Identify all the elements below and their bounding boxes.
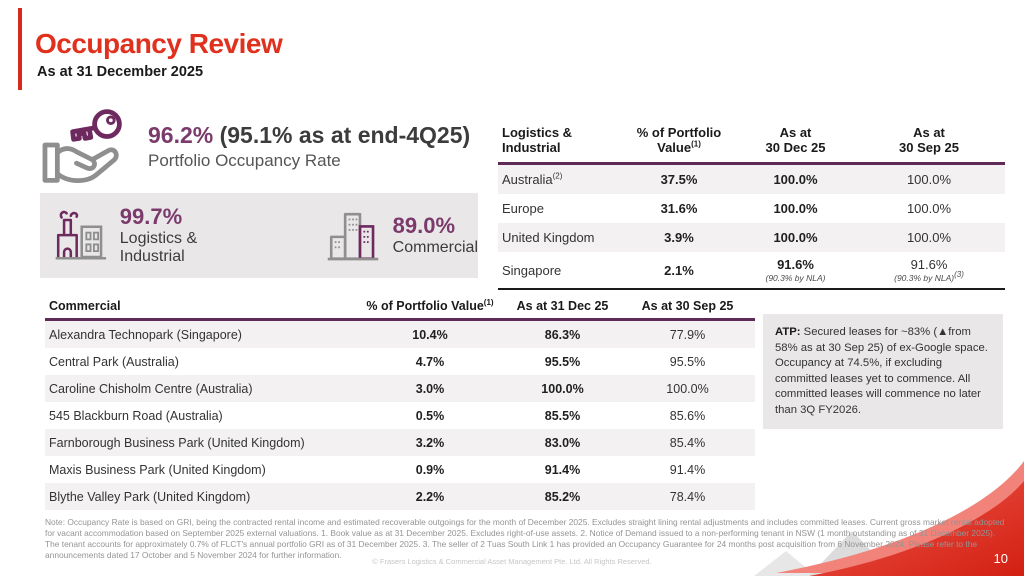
dec-value: 85.2%: [544, 489, 581, 504]
li-header-sep: As at 30 Sep 25: [899, 125, 959, 156]
sep-value: 91.6% (90.3% by NLA)(3): [853, 255, 1005, 285]
region-name: Singapore: [502, 262, 562, 278]
buildings-icon: [327, 212, 378, 260]
dec-value: 95.5%: [544, 354, 581, 369]
dec-value: 100.0%: [773, 230, 818, 245]
property-name: Maxis Business Park (United Kingdom): [49, 462, 266, 477]
sep-value: 95.5%: [669, 354, 706, 369]
logistics-industrial-label: Logistics & Industrial: [119, 230, 198, 266]
commercial-table-row: Blythe Valley Park (United Kingdom) 2.2%…: [45, 483, 755, 510]
pct-value: 3.0%: [415, 381, 445, 396]
atp-label: ATP:: [775, 326, 801, 338]
sep-value: 78.4%: [669, 489, 706, 504]
sep-value: 85.4%: [669, 435, 706, 450]
commercial-table-row: Central Park (Australia) 4.7% 95.5% 95.5…: [45, 348, 755, 375]
property-name: Alexandra Technopark (Singapore): [49, 327, 242, 342]
page-subtitle: As at 31 December 2025: [37, 64, 204, 80]
portfolio-occupancy-label: Portfolio Occupancy Rate: [148, 150, 341, 170]
key-in-hand-icon: [42, 109, 122, 183]
li-table-row: United Kingdom 3.9% 100.0% 100.0%: [498, 223, 1005, 252]
dec-value: 83.0%: [544, 435, 581, 450]
copyright: © Frasers Logistics & Commercial Asset M…: [372, 557, 652, 566]
pct-value: 2.2%: [415, 489, 445, 504]
footnote: Note: Occupancy Rate is based on GRI, be…: [45, 517, 1005, 561]
pct-value: 0.9%: [415, 462, 445, 477]
dec-value: 91.6% (90.3% by NLA): [738, 255, 853, 285]
atp-text: Secured leases for ~83% (▲from 58% as at…: [775, 326, 988, 416]
dec-value: 91.4%: [544, 462, 581, 477]
commercial-value: 89.0%: [392, 212, 456, 238]
dec-value: 85.5%: [544, 408, 581, 423]
sep-value: 77.9%: [669, 327, 706, 342]
sep-value: 91.4%: [669, 462, 706, 477]
property-name: Caroline Chisholm Centre (Australia): [49, 381, 253, 396]
comm-header-name: Commercial: [49, 298, 121, 313]
commercial-label: Commercial: [392, 239, 478, 257]
li-table-row: Australia(2) 37.5% 100.0% 100.0%: [498, 165, 1005, 194]
pct-value: 10.4%: [412, 327, 448, 342]
commercial-stat: 89.0% Commercial: [325, 209, 478, 263]
commercial-table-row: Alexandra Technopark (Singapore) 10.4% 8…: [45, 321, 755, 348]
property-name: Blythe Valley Park (United Kingdom): [49, 489, 251, 504]
portfolio-occupancy-prior: (95.1% as at end-4Q25): [213, 121, 471, 148]
region-name: Europe: [502, 201, 544, 216]
commercial-table-header-row: Commercial % of Portfolio Value(1) As at…: [45, 289, 755, 321]
sep-value: 100.0%: [666, 381, 709, 396]
li-header-region: Logistics & Industrial: [502, 125, 573, 156]
portfolio-occupancy-value: 96.2%: [148, 121, 214, 148]
dec-value: 100.0%: [773, 201, 818, 216]
property-name: Central Park (Australia): [49, 354, 179, 369]
corner-swoosh-graphic: [754, 461, 1024, 576]
pct-value: 0.5%: [415, 408, 445, 423]
atp-note-box: ATP: Secured leases for ~83% (▲from 58% …: [763, 314, 1003, 430]
dec-value: 86.3%: [544, 327, 581, 342]
commercial-table-row: 545 Blackburn Road (Australia) 0.5% 85.5…: [45, 402, 755, 429]
region-name: Australia(2): [502, 171, 563, 187]
pct-value: 31.6%: [660, 201, 698, 216]
dec-nla-note: (90.3% by NLA): [765, 273, 826, 283]
property-name: Farnborough Business Park (United Kingdo…: [49, 435, 305, 450]
page-number: 10: [993, 551, 1008, 566]
li-table-row: Europe 31.6% 100.0% 100.0%: [498, 194, 1005, 223]
pct-value: 4.7%: [415, 354, 445, 369]
sep-value: 100.0%: [906, 172, 952, 187]
logistics-industrial-table: Logistics & Industrial % of Portfolio Valu…: [498, 118, 1005, 290]
pct-value: 37.5%: [660, 172, 698, 187]
segment-occupancy-band: 99.7% Logistics & Industrial: [40, 193, 478, 278]
li-table-row: Singapore 2.1% 91.6% (90.3% by NLA) 91.6%…: [498, 252, 1005, 288]
pct-value: 3.9%: [664, 230, 694, 245]
commercial-table-row: Caroline Chisholm Centre (Australia) 3.0…: [45, 375, 755, 402]
sep-value: 100.0%: [906, 201, 952, 216]
commercial-table-row: Maxis Business Park (United Kingdom) 0.9…: [45, 456, 755, 483]
comm-header-dec: As at 31 Dec 25: [516, 298, 609, 313]
sep-value: 85.6%: [669, 408, 706, 423]
factory-icon: [55, 210, 107, 260]
logistics-industrial-stat: 99.7% Logistics & Industrial: [54, 203, 261, 266]
dec-value: 100.0%: [773, 172, 818, 187]
title-accent-bar: [18, 8, 22, 90]
page-title: Occupancy Review: [35, 28, 283, 59]
sep-nla-note: (90.3% by NLA)(3): [894, 270, 964, 283]
portfolio-occupancy-value-line: 96.2% (95.1% as at end-4Q25): [148, 122, 470, 149]
region-name: United Kingdom: [502, 230, 595, 245]
comm-header-sep: As at 30 Sep 25: [641, 298, 734, 313]
li-header-pct: % of Portfolio Value(1): [636, 125, 722, 156]
pct-value: 3.2%: [415, 435, 445, 450]
commercial-table-row: Farnborough Business Park (United Kingdo…: [45, 429, 755, 456]
commercial-table: Commercial % of Portfolio Value(1) As at…: [45, 289, 755, 510]
portfolio-occupancy-stat: 96.2% (95.1% as at end-4Q25) Portfolio O…: [38, 104, 470, 188]
sep-value: 100.0%: [906, 230, 952, 245]
li-table-header-row: Logistics & Industrial % of Portfolio Valu…: [498, 118, 1005, 165]
property-name: 545 Blackburn Road (Australia): [49, 408, 223, 423]
dec-value: 100.0%: [541, 381, 584, 396]
logistics-industrial-value: 99.7%: [119, 203, 183, 229]
comm-header-pct: % of Portfolio Value(1): [366, 297, 494, 313]
li-header-dec: As at 30 Dec 25: [765, 125, 826, 156]
pct-value: 2.1%: [664, 262, 694, 278]
